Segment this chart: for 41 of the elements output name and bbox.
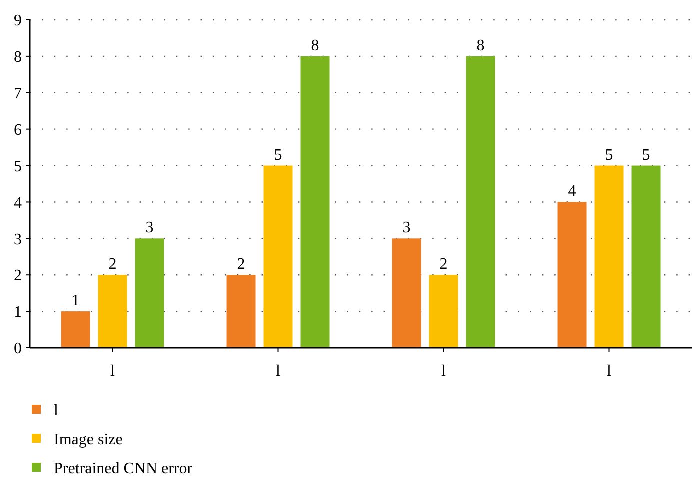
- y-tick-label: 0: [14, 340, 22, 358]
- data-label: 5: [642, 146, 650, 164]
- bar: [466, 56, 496, 348]
- data-label: 8: [311, 37, 320, 54]
- legend-label: Image size: [54, 432, 123, 449]
- y-tick-label: 8: [14, 49, 22, 66]
- x-tick-label: l: [607, 363, 612, 380]
- bar: [392, 238, 422, 348]
- data-label: 5: [274, 146, 282, 164]
- x-tick-label: l: [110, 363, 116, 380]
- bar: [61, 312, 90, 348]
- x-tick-label: l: [276, 363, 282, 380]
- y-tick-label: 2: [14, 268, 22, 285]
- bar: [429, 275, 458, 348]
- legend-label: l: [54, 402, 59, 420]
- data-label: 2: [108, 256, 117, 274]
- bar: [594, 166, 624, 348]
- data-label: 2: [440, 256, 448, 274]
- data-label: 4: [568, 183, 576, 200]
- bar: [135, 238, 164, 348]
- y-tick-label: 1: [14, 304, 22, 322]
- y-tick-label: 5: [14, 158, 22, 176]
- data-label: 2: [237, 256, 246, 274]
- bar: [98, 275, 128, 348]
- data-label: 1: [72, 292, 80, 310]
- data-label: 3: [402, 220, 411, 237]
- data-label: 8: [476, 37, 485, 54]
- bar: [632, 166, 661, 348]
- legend-label: Pretrained CNN error: [54, 460, 194, 478]
- y-tick-label: 7: [14, 85, 22, 102]
- x-tick-label: l: [442, 363, 447, 380]
- data-label: 3: [146, 220, 154, 237]
- bar: [264, 166, 293, 348]
- data-label: 5: [605, 146, 614, 164]
- y-tick-label: 9: [14, 12, 22, 30]
- y-tick-label: 4: [14, 194, 22, 212]
- bar: [300, 56, 330, 348]
- y-tick-label: 6: [14, 122, 22, 139]
- y-tick-label: 3: [14, 231, 22, 248]
- bar: [226, 275, 256, 348]
- bar: [558, 202, 587, 348]
